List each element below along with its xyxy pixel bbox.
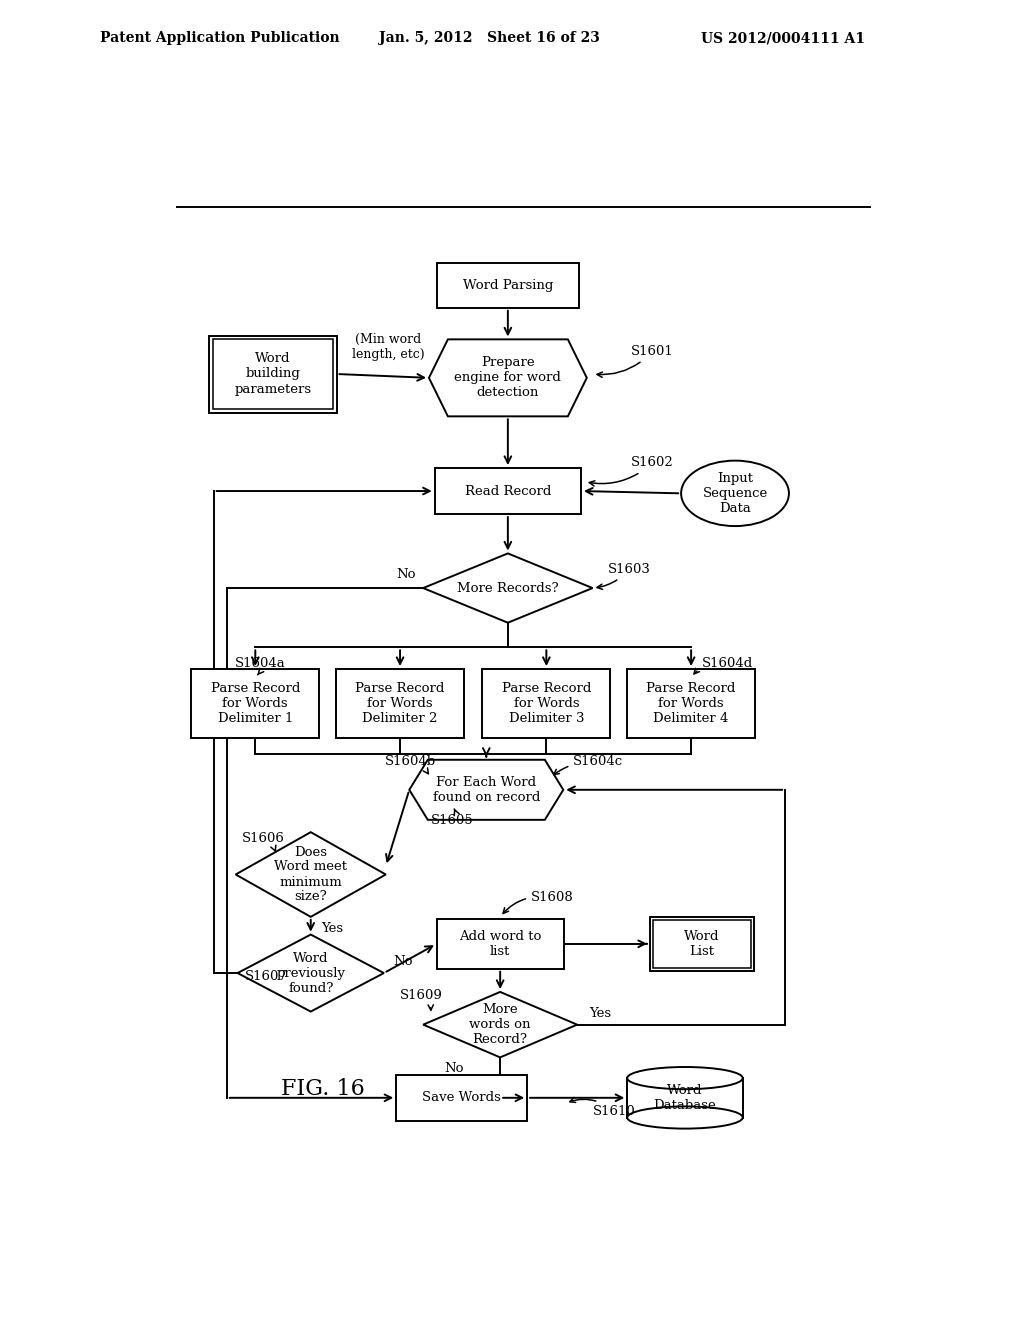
Polygon shape [236,832,386,917]
Bar [396,1074,527,1121]
Text: US 2012/0004111 A1: US 2012/0004111 A1 [701,32,865,45]
Text: S1606: S1606 [243,832,285,851]
Text: S1610: S1610 [569,1097,635,1118]
Ellipse shape [628,1067,742,1089]
Text: (Min word
length, etc): (Min word length, etc) [352,333,425,362]
Bar [653,920,751,968]
Text: Word
building
parameters: Word building parameters [234,352,311,396]
Text: S1607: S1607 [245,970,288,982]
Text: Word
previously
found?: Word previously found? [276,952,345,994]
Text: S1604c: S1604c [554,755,624,775]
Bar [191,669,319,738]
Text: Word
Database: Word Database [653,1084,717,1111]
Text: S1604a: S1604a [234,656,286,675]
Text: S1605: S1605 [431,809,474,828]
Bar [628,1078,742,1118]
Text: Parse Record
for Words
Delimiter 1: Parse Record for Words Delimiter 1 [211,682,300,725]
Polygon shape [423,991,578,1057]
Bar [435,469,581,515]
Bar [336,669,464,738]
Bar [436,263,580,308]
Text: Add word to
list: Add word to list [459,929,542,958]
Text: For Each Word
found on record: For Each Word found on record [432,776,540,804]
Bar [482,669,610,738]
Text: Parse Record
for Words
Delimiter 4: Parse Record for Words Delimiter 4 [646,682,736,725]
Polygon shape [429,339,587,416]
Text: No: No [444,1063,464,1076]
Bar [213,339,334,409]
Text: Input
Sequence
Data: Input Sequence Data [702,471,768,515]
Bar [436,919,563,969]
Text: S1608: S1608 [503,891,573,913]
Text: Read Record: Read Record [465,484,551,498]
Text: FIG. 16: FIG. 16 [281,1077,365,1100]
Text: Yes: Yes [589,1007,611,1019]
Text: Save Words: Save Words [422,1092,501,1105]
Bar [628,669,755,738]
Text: Prepare
engine for word
detection: Prepare engine for word detection [455,356,561,400]
Text: S1601: S1601 [597,345,674,378]
Text: S1603: S1603 [597,562,651,590]
Polygon shape [238,935,384,1011]
Bar [650,917,754,970]
Text: More Records?: More Records? [457,582,559,594]
Polygon shape [423,553,593,623]
Text: S1602: S1602 [589,457,674,486]
Text: No: No [393,954,413,968]
Text: Patent Application Publication: Patent Application Publication [100,32,340,45]
Text: Word Parsing: Word Parsing [463,279,553,292]
Text: Parse Record
for Words
Delimiter 2: Parse Record for Words Delimiter 2 [355,682,444,725]
Text: Jan. 5, 2012   Sheet 16 of 23: Jan. 5, 2012 Sheet 16 of 23 [379,32,600,45]
Text: Parse Record
for Words
Delimiter 3: Parse Record for Words Delimiter 3 [502,682,591,725]
Bar [210,335,337,412]
Bar [628,1078,742,1118]
Polygon shape [410,760,563,820]
Ellipse shape [628,1106,742,1129]
Text: Does
Word meet
minimum
size?: Does Word meet minimum size? [274,846,347,903]
Text: S1604d: S1604d [694,656,753,675]
Text: Word
List: Word List [684,929,720,958]
Text: S1604b: S1604b [385,755,436,774]
Text: S1609: S1609 [400,989,443,1010]
Text: No: No [396,568,416,581]
Text: Yes: Yes [322,921,343,935]
Ellipse shape [681,461,788,527]
Text: More
words on
Record?: More words on Record? [469,1003,530,1047]
